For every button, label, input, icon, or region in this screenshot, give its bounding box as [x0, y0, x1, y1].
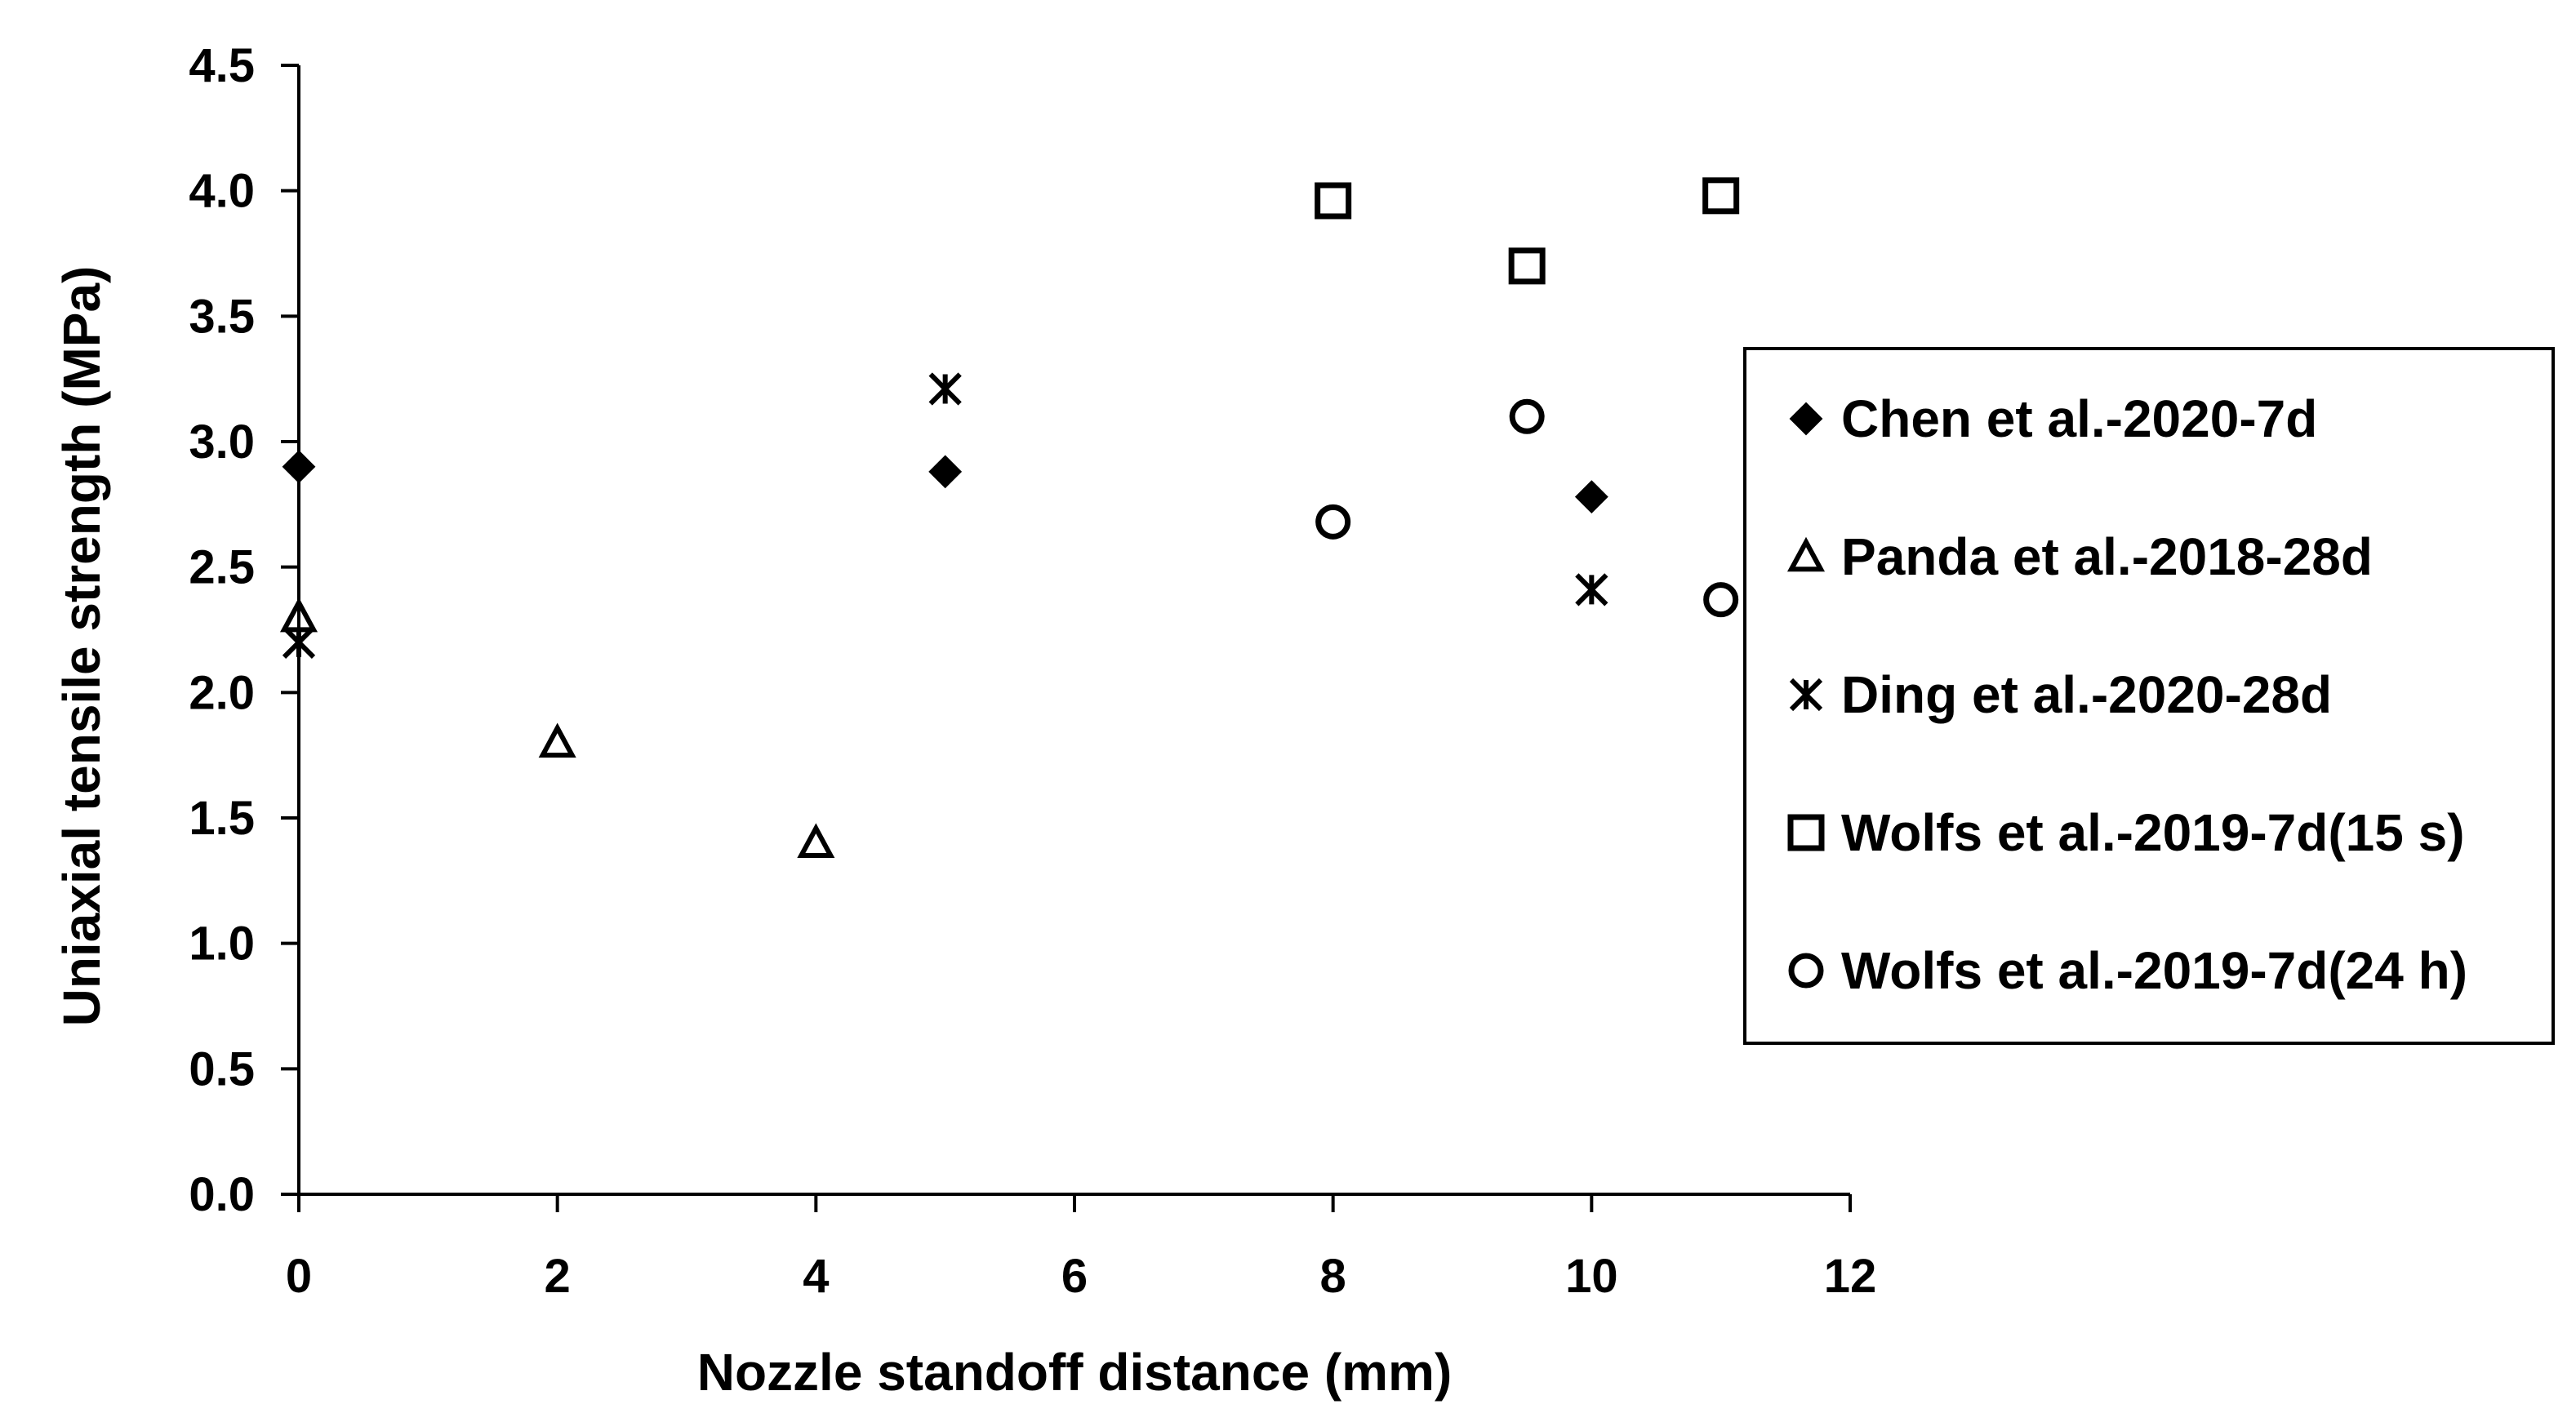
axis-ticks: 0.0 0.5 1.0 1.5 2.0 2.5 3.0 3.5 4.0 4.5 0 2 4 6 8 10 12: [189, 39, 1876, 1303]
data-point-series-5: [1315, 504, 1351, 540]
y-axis-title: Uniaxial tensile strength (MPa): [52, 266, 111, 1027]
legend-label: Wolfs et al.-2019-7d(24 h): [1841, 941, 2467, 1000]
legend-marker-series-1: [1789, 402, 1823, 436]
legend-label: Panda et al.-2018-28d: [1841, 527, 2373, 586]
data-point-series-2: [797, 823, 835, 859]
legend-box: [1743, 347, 2555, 1045]
data-point-series-2: [538, 722, 576, 758]
y-tick-label: 3.0: [189, 415, 255, 469]
data-points: [279, 177, 1740, 859]
y-tick-label: 0.0: [189, 1168, 255, 1221]
x-tick-label: 8: [1320, 1250, 1346, 1303]
data-point-series-3: [282, 625, 316, 659]
data-point-series-4: [1702, 177, 1740, 215]
x-tick-label: 6: [1061, 1250, 1088, 1303]
legend-item: Wolfs et al.-2019-7d(15 s): [1787, 803, 2465, 862]
data-point-series-3: [1575, 573, 1608, 607]
data-point-series-5: [1509, 398, 1545, 434]
y-tick-label: 4.5: [189, 39, 255, 92]
legend-marker-series-2: [1786, 536, 1826, 572]
data-point-series-4: [1315, 182, 1352, 220]
y-tick-label: 2.5: [189, 541, 255, 594]
data-point-series-1: [928, 455, 963, 489]
legend-marker-series-3: [1789, 678, 1823, 712]
data-point-series-4: [1508, 247, 1546, 285]
y-tick-label: 3.5: [189, 290, 255, 343]
y-tick-label: 1.0: [189, 918, 255, 971]
legend-item: Chen et al.-2020-7d: [1789, 389, 2317, 448]
legend-item: Panda et al.-2018-28d: [1786, 527, 2373, 586]
x-tick-label: 2: [545, 1250, 571, 1303]
x-tick-label: 12: [1824, 1250, 1877, 1303]
legend-marker-series-4: [1787, 814, 1825, 851]
y-tick-label: 0.5: [189, 1042, 255, 1095]
y-tick-label: 1.5: [189, 792, 255, 845]
x-tick-label: 0: [286, 1250, 312, 1303]
data-point-series-1: [1574, 480, 1608, 514]
x-axis-title: Nozzle standoff distance (mm): [697, 1343, 1453, 1402]
data-point-series-1: [282, 450, 316, 484]
legend-label: Wolfs et al.-2019-7d(15 s): [1841, 803, 2465, 862]
legend: Chen et al.-2020-7d Panda et al.-2018-28d…: [1743, 347, 2555, 1045]
x-tick-label: 10: [1565, 1250, 1618, 1303]
y-tick-label: 4.0: [189, 165, 255, 218]
legend-marker-series-5: [1788, 953, 1824, 989]
legend-item: Wolfs et al.-2019-7d(24 h): [1788, 941, 2467, 1000]
data-point-series-5: [1703, 582, 1739, 618]
legend-label: Ding et al.-2020-28d: [1841, 665, 2332, 724]
data-point-series-3: [928, 372, 962, 406]
x-tick-label: 4: [803, 1250, 829, 1303]
legend-label: Chen et al.-2020-7d: [1841, 389, 2317, 448]
y-tick-label: 2.0: [189, 666, 255, 719]
legend-item: Ding et al.-2020-28d: [1789, 665, 2332, 724]
